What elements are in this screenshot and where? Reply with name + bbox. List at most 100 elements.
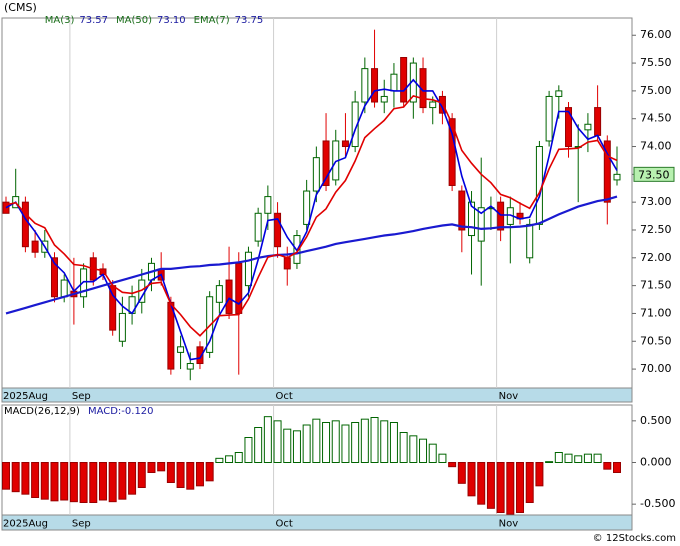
macd-bar <box>215 457 224 464</box>
x-tick-label: Oct <box>276 519 293 530</box>
macd-bar <box>360 418 369 463</box>
macd-bar <box>496 462 505 513</box>
candle-body <box>468 201 476 237</box>
macd-bar <box>583 453 592 463</box>
candle-body <box>274 212 282 248</box>
macd-bar <box>545 461 554 463</box>
candle-body <box>429 101 437 109</box>
y-tick-label: 75.00 <box>640 84 672 97</box>
legend-name: MA(3) <box>45 15 75 26</box>
macd-bar <box>89 462 98 503</box>
candle-body <box>264 196 272 214</box>
y-tick-label: 72.00 <box>640 251 672 264</box>
candle-body <box>565 107 573 148</box>
candle-body <box>31 240 39 253</box>
candle-body <box>177 346 185 353</box>
x-tick-label: Sep <box>72 391 91 402</box>
candle-body <box>400 57 408 103</box>
macd-bar <box>79 462 88 503</box>
macd-bar <box>147 462 156 473</box>
macd-bar <box>506 462 515 515</box>
x-tick-label: Nov <box>499 519 519 530</box>
macd-bar <box>477 462 486 505</box>
macd-bar <box>225 455 234 464</box>
macd-bar <box>486 462 495 509</box>
plot-area <box>1 17 633 389</box>
macd-bar <box>535 462 544 487</box>
candle-body <box>303 190 311 225</box>
macd-bar <box>69 462 78 503</box>
macd-bar <box>554 452 563 463</box>
macd-bar <box>166 462 175 483</box>
candle-body <box>118 312 126 342</box>
macd-bar <box>186 462 195 490</box>
candle-body <box>283 257 291 270</box>
macd-bar <box>574 455 583 464</box>
macd-bar <box>399 432 408 463</box>
macd-bar <box>409 435 418 464</box>
indicator-line <box>5 195 618 315</box>
candle-body <box>21 201 29 248</box>
candle-body <box>312 157 320 192</box>
candle-body <box>361 68 369 103</box>
macd-bar <box>254 427 263 463</box>
macd-bar <box>448 462 457 468</box>
macd-bar <box>128 462 137 495</box>
macd-bar <box>564 453 573 463</box>
candle-body <box>603 140 611 203</box>
candle-body <box>80 268 88 298</box>
candle-body <box>448 118 456 186</box>
macd-bar <box>438 453 447 463</box>
candle-body <box>50 257 58 298</box>
y-tick-label: 76.00 <box>640 28 672 41</box>
macd-bar <box>302 424 311 463</box>
candle-body <box>244 251 252 287</box>
macd-bar <box>370 417 379 463</box>
candle-body <box>2 201 10 214</box>
x-tick-label: Oct <box>276 391 293 402</box>
y-tick-label: 72.50 <box>640 223 672 236</box>
candle-body <box>390 73 398 92</box>
macd-bar <box>341 424 350 463</box>
macd-bar <box>603 462 612 470</box>
macd-bar <box>331 420 340 464</box>
x-tick-label: 2025Aug <box>3 519 48 530</box>
macd-bar <box>613 462 621 473</box>
macd-bar <box>98 462 107 501</box>
y-tick-label: 71.50 <box>640 279 672 292</box>
macd-bar <box>176 462 185 488</box>
macd-bar <box>108 462 117 503</box>
macd-bar <box>137 462 146 488</box>
indicator-line <box>5 94 618 337</box>
x-tick-label: Sep <box>72 519 91 530</box>
legend-name: EMA(7) <box>194 15 230 26</box>
y-tick-label: 74.50 <box>640 112 672 125</box>
date-strip <box>1 514 633 531</box>
macd-bar <box>292 430 301 464</box>
y-tick-label: 70.50 <box>640 334 672 347</box>
macd-bar <box>457 462 466 484</box>
candle-body <box>380 95 388 103</box>
candle-body <box>497 201 505 231</box>
candle-body <box>225 279 233 314</box>
macd-bar <box>525 462 534 503</box>
macd-bar <box>234 452 243 463</box>
candle-body <box>60 279 68 298</box>
legend-value: 73.75 <box>235 15 264 26</box>
y-tick-label: 0.500 <box>640 414 672 427</box>
macd-bar <box>312 418 321 463</box>
macd-bar <box>467 462 476 497</box>
candle-body <box>613 173 621 181</box>
candle-body <box>458 190 466 231</box>
chart-title: (CMS) <box>4 1 37 14</box>
y-tick-label: -0.500 <box>640 497 675 510</box>
macd-bar <box>283 428 292 463</box>
macd-bar <box>31 462 40 498</box>
macd-bar <box>50 462 59 502</box>
macd-bar <box>380 420 389 464</box>
macd-bar <box>351 422 360 463</box>
macd-bar <box>205 462 214 482</box>
macd-bar <box>195 462 204 487</box>
candle-body <box>235 262 243 314</box>
